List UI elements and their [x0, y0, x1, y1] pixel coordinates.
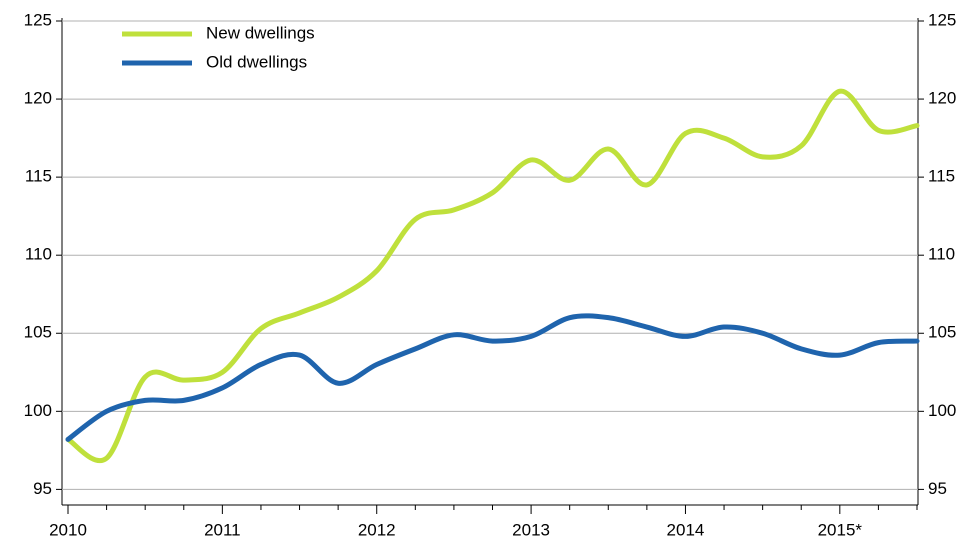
x-tick-label: 2013	[512, 520, 550, 539]
y-tick-label: 125	[24, 10, 52, 29]
x-tick-label: 2012	[358, 520, 396, 539]
data-line	[65, 88, 920, 463]
y-tick-label: 120	[24, 89, 52, 108]
data-line	[65, 313, 920, 442]
y2-tick-label: 125	[928, 10, 956, 29]
y-tick-label: 95	[33, 479, 52, 498]
y-tick-label: 100	[24, 401, 52, 420]
y2-tick-label: 115	[928, 167, 955, 186]
y-tick-label: 105	[24, 323, 52, 342]
y2-tick-label: 110	[928, 245, 955, 264]
legend-label: Old dwellings	[206, 52, 307, 71]
x-tick-label: 2010	[49, 520, 87, 539]
x-tick-label: 2014	[667, 520, 705, 539]
x-tick-label: 2015*	[818, 520, 863, 539]
y2-tick-label: 100	[928, 401, 956, 420]
y2-tick-label: 120	[928, 89, 956, 108]
y2-tick-label: 95	[928, 479, 947, 498]
y-tick-label: 110	[25, 245, 52, 264]
y2-tick-label: 105	[928, 323, 956, 342]
legend-label: New dwellings	[206, 23, 315, 42]
y-tick-label: 115	[25, 167, 52, 186]
x-tick-label: 2011	[204, 520, 241, 539]
